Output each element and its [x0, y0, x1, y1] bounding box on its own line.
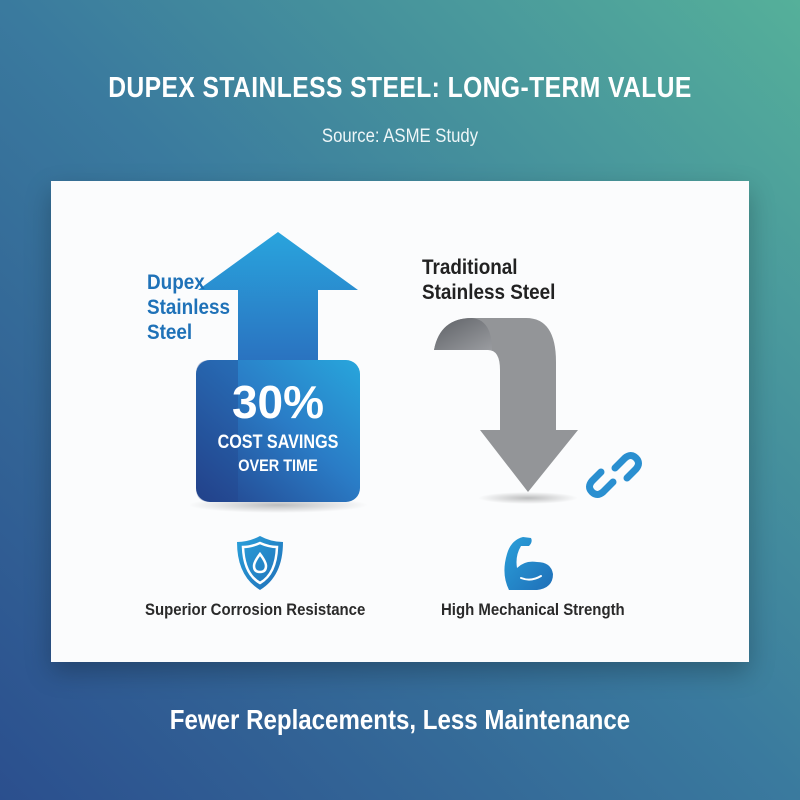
- dupex-label-line: Dupex: [147, 271, 205, 294]
- traditional-label-line: Stainless Steel: [422, 281, 556, 304]
- shield-droplet-icon: [237, 536, 283, 590]
- footer-tagline: Fewer Replacements, Less Maintenance: [169, 704, 631, 735]
- savings-percent: 30%: [231, 376, 325, 428]
- feature-corrosion-resistance: Superior Corrosion Resistance: [145, 600, 366, 619]
- broken-chain-icon: [586, 452, 642, 498]
- up-arrow-icon: [190, 232, 368, 513]
- savings-caption-line2: OVER TIME: [238, 456, 318, 475]
- savings-caption-line1: COST SAVINGS: [217, 432, 339, 453]
- page-title: DUPEX STAINLESS STEEL: LONG-TERM VALUE: [108, 72, 692, 104]
- dupex-label-line: Stainless: [147, 296, 230, 319]
- source-subtitle: Source: ASME Study: [321, 126, 479, 147]
- feature-mechanical-strength: High Mechanical Strength: [441, 600, 625, 619]
- dupex-label-line: Steel: [147, 321, 193, 344]
- traditional-label-line: Traditional: [422, 256, 518, 279]
- down-arrow-icon: [434, 318, 578, 504]
- comparison-card: [51, 181, 749, 662]
- flexed-arm-icon: [504, 537, 553, 590]
- traditional-label: Traditional Stainless Steel: [422, 255, 555, 305]
- dupex-label: Dupex Stainless Steel: [147, 270, 230, 345]
